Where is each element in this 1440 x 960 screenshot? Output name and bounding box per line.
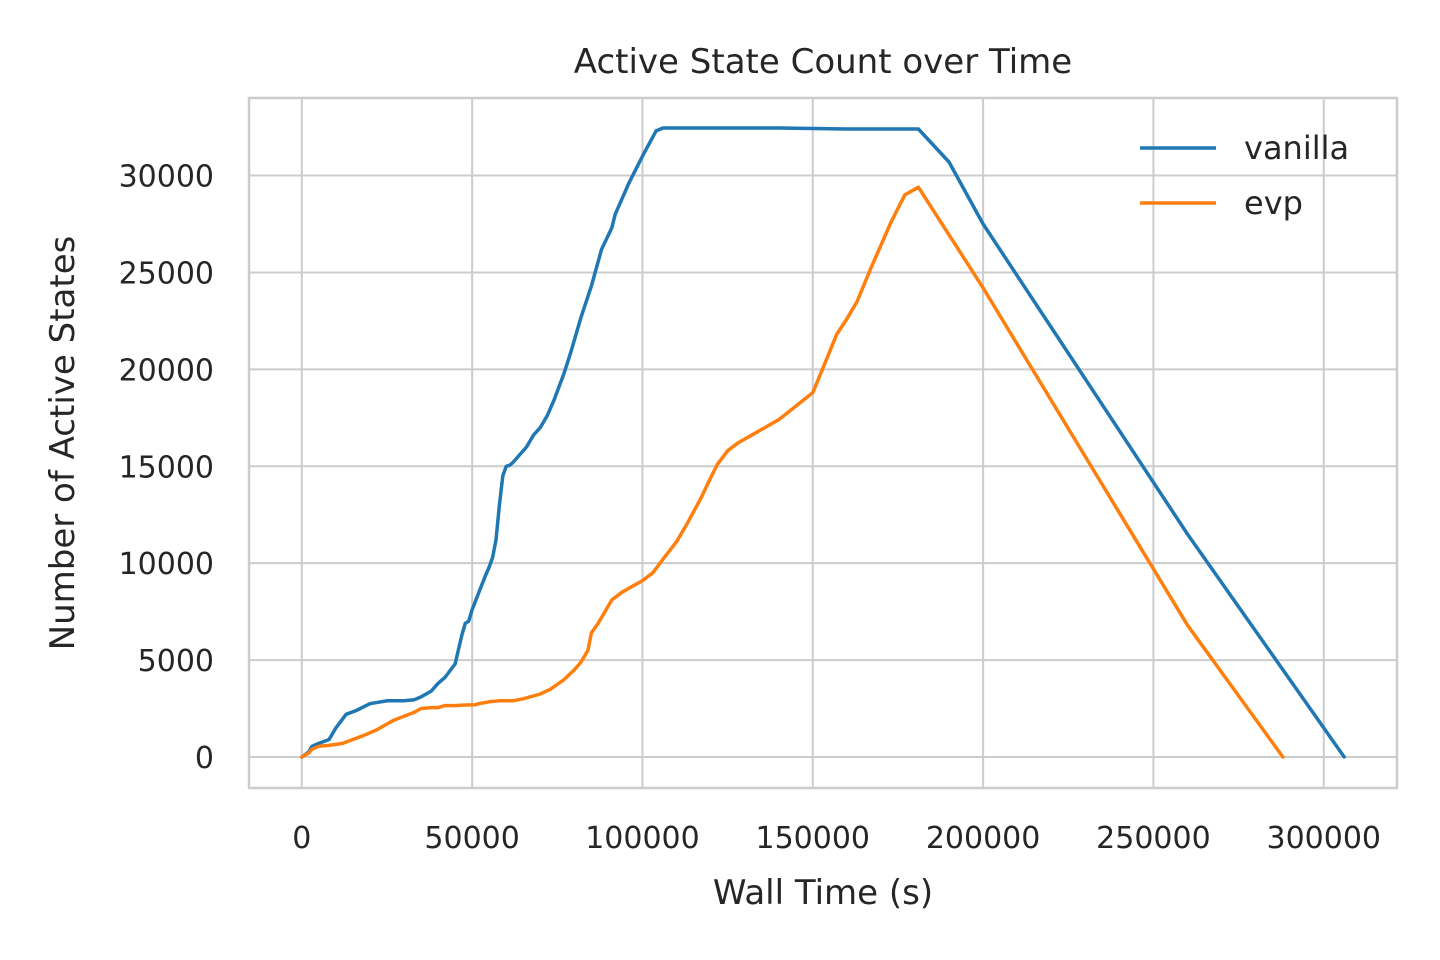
series-line-vanilla <box>300 126 1346 759</box>
x-tick-label: 250000 <box>1096 821 1211 856</box>
y-tick-label: 20000 <box>119 353 214 388</box>
series-line-evp <box>300 185 1285 759</box>
y-tick-label: 30000 <box>119 160 214 195</box>
x-tick-label: 0 <box>292 821 311 856</box>
legend-label-evp: evp <box>1244 184 1303 222</box>
plot-frame <box>247 96 1399 790</box>
grid <box>249 98 1397 788</box>
chart-title: Active State Count over Time <box>574 42 1072 82</box>
x-axis-label: Wall Time (s) <box>713 873 933 913</box>
legend: vanilla evp <box>1140 129 1349 222</box>
y-tick-label: 5000 <box>138 644 214 679</box>
x-tick-label: 300000 <box>1266 821 1381 856</box>
y-axis-label: Number of Active States <box>43 236 83 651</box>
y-tick-label: 15000 <box>119 450 214 485</box>
x-tick-label: 200000 <box>926 821 1041 856</box>
y-tick-labels: 0 5000 10000 15000 20000 25000 30000 <box>119 160 214 776</box>
y-tick-label: 10000 <box>119 547 214 582</box>
x-tick-label: 100000 <box>585 821 700 856</box>
x-tick-label: 50000 <box>424 821 519 856</box>
y-tick-label: 25000 <box>119 256 214 291</box>
y-tick-label: 0 <box>195 741 214 776</box>
legend-label-vanilla: vanilla <box>1244 129 1349 167</box>
x-tick-labels: 0 50000 100000 150000 200000 250000 300000 <box>292 821 1381 856</box>
x-tick-label: 150000 <box>756 821 871 856</box>
plot-lines <box>300 126 1346 759</box>
